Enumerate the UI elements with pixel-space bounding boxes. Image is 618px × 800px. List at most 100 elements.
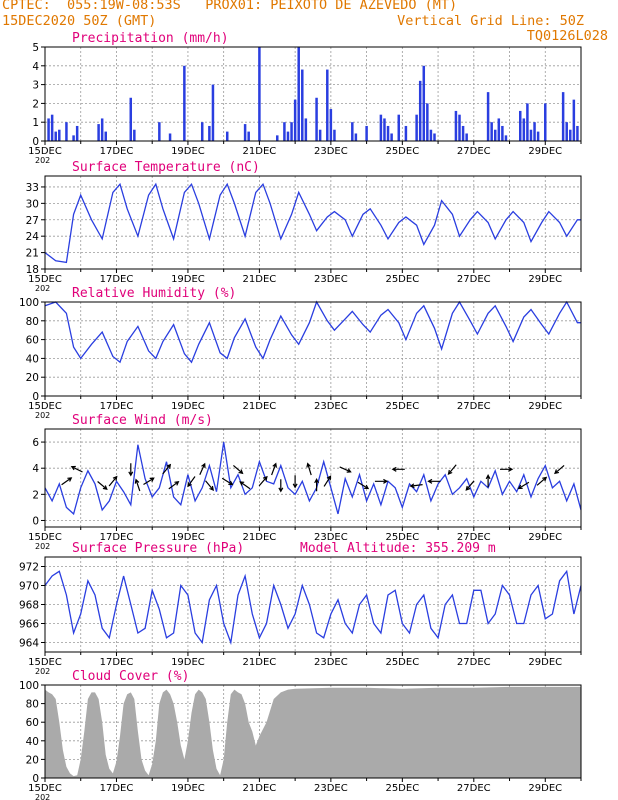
x-tick-label: 23DEC bbox=[314, 532, 348, 543]
x-tick-label: 23DEC bbox=[314, 401, 348, 412]
wind-vector-arrow bbox=[239, 481, 251, 490]
precip-bar bbox=[501, 125, 504, 141]
x-tick-label: 17DEC bbox=[100, 783, 134, 794]
precip-bar bbox=[65, 122, 68, 141]
precip-bar bbox=[247, 131, 250, 141]
x-tick-label: 29DEC bbox=[528, 657, 562, 668]
wind-title: Surface Wind (m/s) bbox=[72, 413, 213, 428]
x-tick-label: 23DEC bbox=[314, 657, 348, 668]
wind-vector-arrow bbox=[258, 475, 268, 487]
x-tick-label: 19DEC bbox=[171, 783, 205, 794]
y-tick-label: 24 bbox=[26, 231, 40, 243]
wind-vector-arrow bbox=[271, 462, 277, 476]
precip-bar bbox=[297, 47, 300, 141]
precip-bar bbox=[97, 124, 100, 141]
y-tick-label: 970 bbox=[19, 581, 39, 593]
precip-title: Precipitation (mm/h) bbox=[72, 31, 229, 46]
precip-bar bbox=[243, 124, 247, 141]
wind-vector-arrow bbox=[292, 475, 298, 489]
wind-vector-arrow bbox=[314, 478, 320, 492]
precip-bar bbox=[461, 125, 465, 141]
x-tick-label: 29DEC bbox=[528, 783, 562, 794]
precip-bar bbox=[225, 131, 229, 141]
y-tick-label: 60 bbox=[26, 335, 39, 347]
precip-bar bbox=[258, 47, 261, 141]
y-tick-label: 4 bbox=[32, 61, 39, 73]
precip-bar bbox=[75, 125, 79, 141]
precip-bar bbox=[433, 133, 436, 141]
x-tick-label: 23DEC bbox=[314, 146, 348, 157]
x-tick-label: 17DEC bbox=[100, 274, 134, 285]
precip-bar bbox=[486, 92, 490, 141]
x-tick-label: 15DEC bbox=[28, 783, 62, 794]
precip-bar bbox=[208, 125, 211, 141]
precip-bar bbox=[529, 129, 533, 141]
rh-series-line bbox=[44, 300, 581, 364]
precip-bar bbox=[293, 99, 297, 141]
precip-bar bbox=[386, 125, 390, 141]
y-tick-label: 968 bbox=[19, 600, 39, 612]
wind-vector-arrow bbox=[500, 466, 514, 472]
x-tick-label: 15DEC bbox=[28, 401, 62, 412]
wind-vector-arrow bbox=[143, 477, 155, 486]
plot-frame bbox=[44, 175, 582, 270]
precip-bar bbox=[379, 114, 383, 141]
x-tick-label: 17DEC bbox=[100, 532, 134, 543]
precip-bar bbox=[304, 118, 308, 141]
pressure-subtitle: Model Altitude: 355.209 m bbox=[300, 541, 496, 556]
wind-vector-arrow bbox=[134, 478, 141, 492]
precip-bar bbox=[576, 125, 579, 141]
y-tick-label: 5 bbox=[32, 42, 39, 54]
wind-vector-arrow bbox=[108, 475, 118, 487]
precip-bar bbox=[47, 118, 50, 141]
precip-bar bbox=[397, 114, 401, 141]
precip-bar bbox=[290, 122, 293, 141]
precip-bar bbox=[465, 133, 468, 141]
precip-panel: 0 1 2 3 4 5 15DEC 17DEC 19DEC 21DEC 23DEC 25DEC 27DE… bbox=[28, 31, 582, 165]
precip-bar bbox=[365, 125, 368, 141]
x-tick-label: 23DEC bbox=[314, 783, 348, 794]
plot-frame bbox=[44, 684, 582, 779]
wind-vector-arrow bbox=[465, 480, 475, 491]
header-date: 15DEC2020 50Z (GMT) bbox=[2, 13, 157, 29]
x-year-fragment: 202 bbox=[35, 411, 50, 420]
temp-series-line bbox=[44, 182, 581, 264]
wind-vector-arrow bbox=[485, 474, 491, 488]
x-tick-label: 27DEC bbox=[457, 657, 491, 668]
wind-vectors bbox=[61, 462, 565, 493]
precip-bar bbox=[572, 99, 576, 141]
x-tick-label: 15DEC bbox=[28, 146, 62, 157]
y-tick-label: 21 bbox=[26, 248, 39, 260]
plot-frame bbox=[44, 301, 582, 397]
precip-bar bbox=[504, 135, 508, 141]
x-tick-label: 19DEC bbox=[171, 274, 205, 285]
x-tick-label: 19DEC bbox=[171, 532, 205, 543]
wind-vector-arrow bbox=[205, 480, 215, 491]
wind-vector-arrow bbox=[427, 478, 441, 484]
precip-bar bbox=[536, 131, 540, 141]
x-tick-label: 23DEC bbox=[314, 274, 348, 285]
y-tick-label: 27 bbox=[26, 215, 39, 227]
x-year-fragment: 202 bbox=[35, 667, 50, 676]
precip-bar bbox=[426, 103, 429, 141]
precip-bar bbox=[497, 118, 501, 141]
precip-bar bbox=[58, 129, 61, 141]
wind-vector-arrow bbox=[517, 481, 530, 490]
y-tick-label: 4 bbox=[32, 463, 39, 475]
precip-bar bbox=[565, 122, 568, 141]
y-tick-label: 20 bbox=[26, 372, 39, 384]
x-tick-label: 17DEC bbox=[100, 401, 134, 412]
y-tick-label: 40 bbox=[26, 736, 39, 748]
precip-bar bbox=[72, 135, 75, 141]
y-tick-label: 40 bbox=[26, 353, 39, 365]
wind-vector-arrow bbox=[70, 465, 83, 473]
precip-bar bbox=[390, 133, 393, 141]
x-tick-label: 25DEC bbox=[385, 401, 419, 412]
wind-vector-arrow bbox=[374, 478, 389, 484]
x-tick-label: 27DEC bbox=[457, 401, 491, 412]
x-tick-label: 21DEC bbox=[243, 401, 277, 412]
x-tick-label: 27DEC bbox=[457, 146, 491, 157]
precip-bar bbox=[404, 125, 408, 141]
y-tick-label: 20 bbox=[26, 754, 39, 766]
y-tick-label: 972 bbox=[19, 562, 39, 574]
